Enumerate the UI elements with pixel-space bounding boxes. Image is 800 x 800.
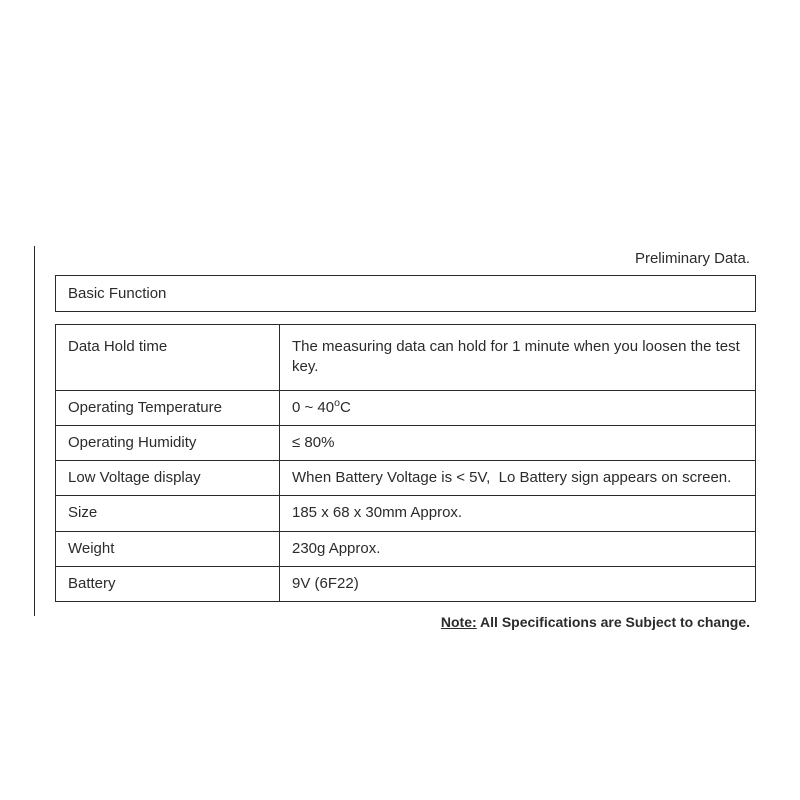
spec-label: Operating Temperature — [56, 390, 280, 425]
spec-label: Data Hold time — [56, 325, 280, 391]
table-row: Battery9V (6F22) — [56, 566, 756, 601]
header-table: Basic Function — [55, 275, 756, 312]
spec-label: Weight — [56, 531, 280, 566]
table-row: Operating Humidity≤ 80% — [56, 425, 756, 460]
spec-label: Size — [56, 496, 280, 531]
spec-value: The measuring data can hold for 1 minute… — [280, 325, 756, 391]
content-area: Preliminary Data. Basic Function Data Ho… — [55, 250, 756, 630]
table-row: Weight230g Approx. — [56, 531, 756, 566]
spec-value: 9V (6F22) — [280, 566, 756, 601]
footnote-rest: All Specifications are Subject to change… — [477, 614, 750, 630]
footnote: Note: All Specifications are Subject to … — [55, 614, 750, 630]
spec-label: Operating Humidity — [56, 425, 280, 460]
spec-value: 0 ~ 40oC — [280, 390, 756, 425]
table-row: Low Voltage displayWhen Battery Voltage … — [56, 461, 756, 496]
preliminary-label: Preliminary Data. — [55, 250, 750, 267]
table-row: Operating Temperature0 ~ 40oC — [56, 390, 756, 425]
table-row: Size185 x 68 x 30mm Approx. — [56, 496, 756, 531]
spec-value: When Battery Voltage is < 5V, Lo Battery… — [280, 461, 756, 496]
left-margin-rule — [34, 246, 35, 616]
spec-label: Low Voltage display — [56, 461, 280, 496]
spec-value: 185 x 68 x 30mm Approx. — [280, 496, 756, 531]
page: Preliminary Data. Basic Function Data Ho… — [0, 0, 800, 800]
spec-table: Data Hold timeThe measuring data can hol… — [55, 324, 756, 602]
header-title-cell: Basic Function — [56, 276, 756, 312]
footnote-underlined: Note: — [441, 614, 477, 630]
spec-label: Battery — [56, 566, 280, 601]
table-row: Data Hold timeThe measuring data can hol… — [56, 325, 756, 391]
spec-value: 230g Approx. — [280, 531, 756, 566]
spec-value: ≤ 80% — [280, 425, 756, 460]
table-row: Basic Function — [56, 276, 756, 312]
